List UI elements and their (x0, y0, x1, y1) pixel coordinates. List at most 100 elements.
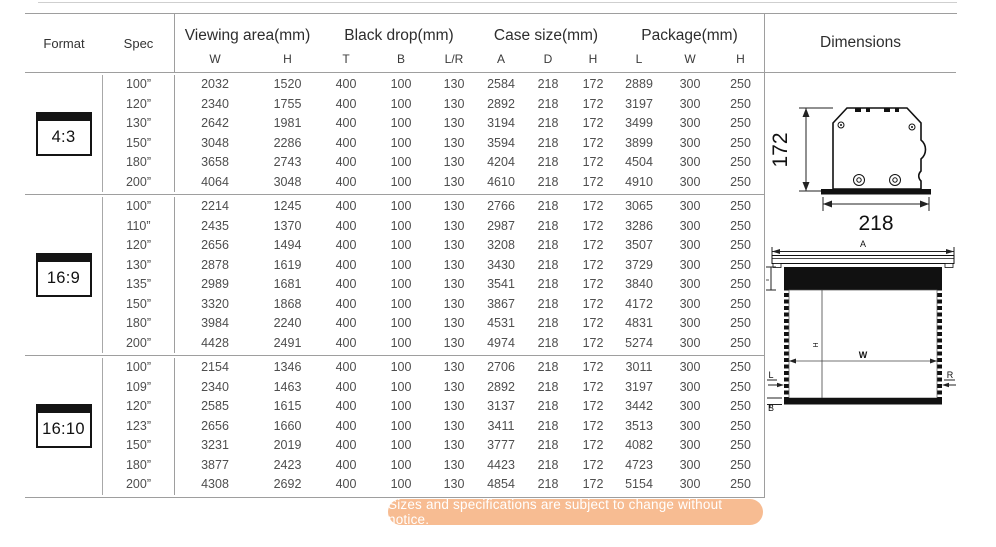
table-cell: 172 (582, 379, 604, 394)
table-cell: 2491 (273, 335, 302, 350)
column-header: H (736, 52, 745, 66)
table-cell: 130 (443, 174, 465, 189)
table-cell: 172 (582, 457, 604, 472)
table-cell: 1494 (273, 238, 302, 252)
table-cell: 400 (335, 335, 357, 350)
table-cell: 218 (537, 457, 559, 472)
table-cell: 300 (679, 277, 701, 291)
table-cell: 3513 (625, 418, 653, 433)
format-section: 4:3 100” 2032 1520 400 100 130 2584 218 172 2889 30… (25, 73, 764, 194)
screw-icon (839, 124, 842, 126)
table-cell: 100 (390, 218, 412, 233)
column-header: H (283, 52, 292, 66)
table-cell: 300 (679, 379, 701, 394)
table-cell: 130 (443, 418, 465, 433)
table-cell: 100 (390, 296, 412, 311)
table-cell: 250 (730, 399, 751, 413)
screw-icon (852, 174, 865, 186)
table-body: 4:3 100” 2032 1520 400 100 130 2584 218 172 2889 30… (25, 73, 764, 497)
table-cell: 3658 (201, 155, 229, 169)
table-cell: 172 (582, 316, 604, 330)
table-cell: 2340 (201, 96, 229, 111)
table-cell: 5274 (625, 335, 653, 350)
viewing-area (788, 289, 937, 399)
table-cell: 3065 (625, 199, 653, 213)
table-cell: 218 (537, 335, 559, 350)
table-cell: 130 (443, 379, 465, 394)
table-cell: 218 (537, 360, 559, 374)
table-cell: 250 (730, 277, 751, 291)
table-cell: 250 (730, 360, 751, 374)
table-cell: 2286 (273, 135, 302, 150)
format-ratio-label: 4:3 (51, 127, 76, 146)
table-cell: 2019 (273, 438, 302, 452)
table-cell: 300 (679, 218, 701, 233)
format-section: 16:9 100” 2214 1245 400 100 130 2766 218 172 3065 3… (25, 194, 764, 355)
table-cell: 250 (730, 199, 751, 213)
table-cell: 3541 (487, 277, 515, 291)
screw-icon (910, 126, 913, 128)
table-cell: 218 (537, 296, 559, 311)
bottom-plate (820, 189, 931, 195)
table-cell: 1463 (273, 379, 302, 394)
table-cell: 2656 (201, 238, 229, 252)
table-cell: 3867 (487, 296, 515, 311)
table-cell: 100 (390, 316, 412, 330)
table-cell: 2766 (487, 199, 515, 213)
dim-w-label: W (858, 350, 867, 360)
table-cell: 400 (335, 418, 357, 433)
table-cell: 400 (335, 96, 357, 111)
table-cell: 4204 (487, 155, 515, 169)
table-cell: 300 (679, 399, 701, 413)
screw-icon (908, 123, 915, 131)
table-cell: 130 (443, 477, 465, 491)
table-cell: 130 (443, 238, 465, 252)
table-cell: 250 (730, 116, 751, 130)
table-cell: 400 (335, 174, 357, 189)
spec-value: 150” (103, 436, 175, 456)
table-cell: 2889 (625, 77, 653, 91)
case-bar (771, 255, 954, 264)
table-cell: 3777 (487, 438, 515, 452)
table-cell: 3594 (487, 135, 515, 150)
table-cell: 100 (390, 155, 412, 169)
table-cell: 400 (335, 238, 357, 252)
spec-value: 200” (103, 333, 175, 353)
table-cell: 400 (335, 399, 357, 413)
table-cell: 1755 (273, 96, 302, 111)
format-section: 16:10 100” 2154 1346 400 100 130 2706 218 172 3011… (25, 355, 764, 497)
table-cell: 3320 (201, 296, 229, 311)
spec-value: 180” (103, 314, 175, 334)
spec-sheet: Format Spec Viewing area(mm) W H Black drop… (25, 13, 957, 498)
table-cell: 172 (582, 96, 604, 111)
table-cell: 100 (390, 477, 412, 491)
table-cell: 300 (679, 77, 701, 91)
dimensions-diagrams: 172 218 (765, 73, 956, 412)
table-cell: 400 (335, 218, 357, 233)
table-cell: 400 (335, 296, 357, 311)
screen-case-bar-icon (37, 255, 90, 262)
table-cell: 400 (335, 257, 357, 272)
table-cell: 400 (335, 438, 357, 452)
bottom-black-drop (783, 398, 942, 405)
table-cell: 130 (443, 96, 465, 111)
table-cell: 400 (335, 379, 357, 394)
table-cell: 130 (443, 438, 465, 452)
table-cell: 3231 (201, 438, 229, 452)
table-cell: 100 (390, 77, 412, 91)
table-cell: 100 (390, 238, 412, 252)
column-group-label: Viewing area(mm) (184, 27, 311, 44)
table-cell: 2692 (273, 477, 302, 491)
column-header: L (635, 52, 643, 66)
table-cell: 1245 (273, 199, 302, 213)
table-cell: 3197 (625, 379, 653, 394)
table-cell: 400 (335, 116, 357, 130)
format-cell: 16:9 (25, 197, 103, 353)
table-cell: 2989 (201, 277, 229, 291)
table-cell: 3984 (201, 316, 229, 330)
table-cell: 400 (335, 360, 357, 374)
dim-h-label: H (813, 342, 820, 347)
table-cell: 2892 (487, 96, 515, 111)
table-cell: 130 (443, 218, 465, 233)
spec-value: 123” (103, 416, 175, 436)
